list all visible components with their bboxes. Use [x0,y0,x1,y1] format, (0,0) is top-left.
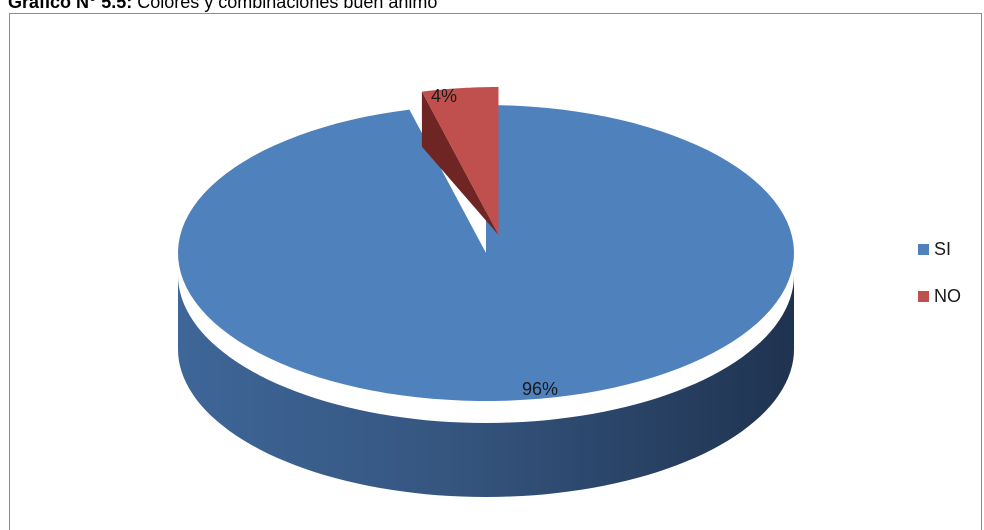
slice-no [421,87,499,235]
legend-swatch-no [918,291,929,302]
data-label-no: 4% [431,86,457,106]
caption-prefix: Gráfico N° 5.5: [8,0,133,12]
legend-label-si: SI [934,239,951,259]
chart-caption: Gráfico N° 5.5: Colores y combinaciones … [8,0,437,13]
legend-label-no: NO [934,286,961,306]
data-label-si: 96% [522,379,558,399]
legend-swatch-si [918,244,929,255]
caption-text: Colores y combinaciones buen ánimo [137,0,438,12]
slice-si-side [178,275,794,497]
slice-no-side [421,91,499,235]
chart-legend: SI NO [918,239,961,306]
slice-si [178,105,794,401]
